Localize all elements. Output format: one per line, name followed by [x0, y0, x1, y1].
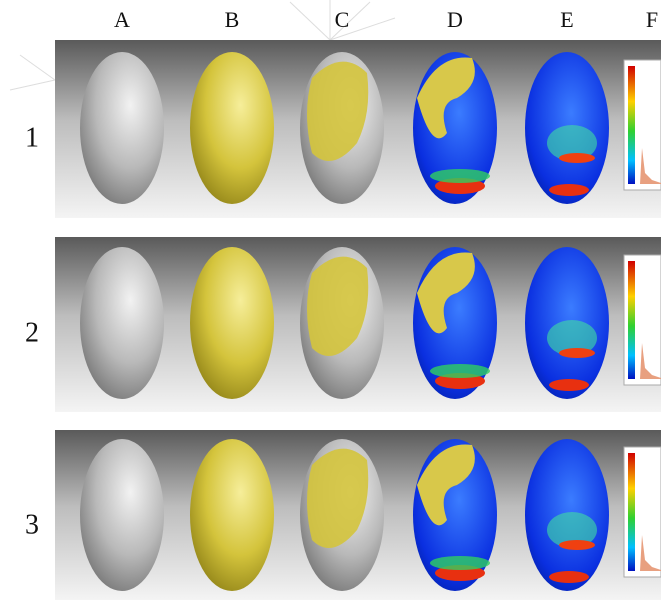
deviation-hotspot	[549, 184, 589, 196]
column-label: B	[225, 7, 240, 32]
deviation-hotspot	[559, 153, 595, 163]
colorbar	[628, 66, 635, 184]
face-overlap	[307, 256, 369, 356]
histogram	[640, 535, 661, 571]
face	[190, 439, 274, 591]
face	[80, 52, 164, 204]
background-rays	[9, 0, 396, 91]
deviation-mid	[547, 512, 597, 548]
deviation-patch	[417, 57, 475, 139]
face	[190, 52, 274, 204]
column-label: F	[646, 7, 658, 32]
row-label: 1	[25, 122, 39, 153]
deviation-mid	[547, 320, 597, 356]
deviation-hotspot	[559, 540, 595, 550]
row-label: 2	[25, 317, 39, 348]
column-label: C	[335, 7, 350, 32]
deviation-hotspot	[559, 348, 595, 358]
deviation-mid	[547, 125, 597, 161]
colorbar	[628, 453, 635, 571]
deviation-patch	[417, 252, 475, 334]
face-overlap	[307, 448, 369, 548]
face	[190, 247, 274, 399]
histogram	[640, 148, 661, 184]
face	[80, 247, 164, 399]
deviation-hotspot	[549, 571, 589, 583]
face	[80, 439, 164, 591]
deviation-warm	[430, 556, 490, 570]
deviation-hotspot	[549, 379, 589, 391]
column-label: E	[560, 7, 573, 32]
deviation-warm	[430, 364, 490, 378]
deviation-patch	[417, 444, 475, 526]
colorbar	[628, 261, 635, 379]
row-label: 3	[25, 509, 39, 540]
deviation-warm	[430, 169, 490, 183]
histogram	[640, 343, 661, 379]
face-overlap	[307, 61, 369, 161]
column-label: D	[447, 7, 463, 32]
column-label: A	[114, 7, 130, 32]
